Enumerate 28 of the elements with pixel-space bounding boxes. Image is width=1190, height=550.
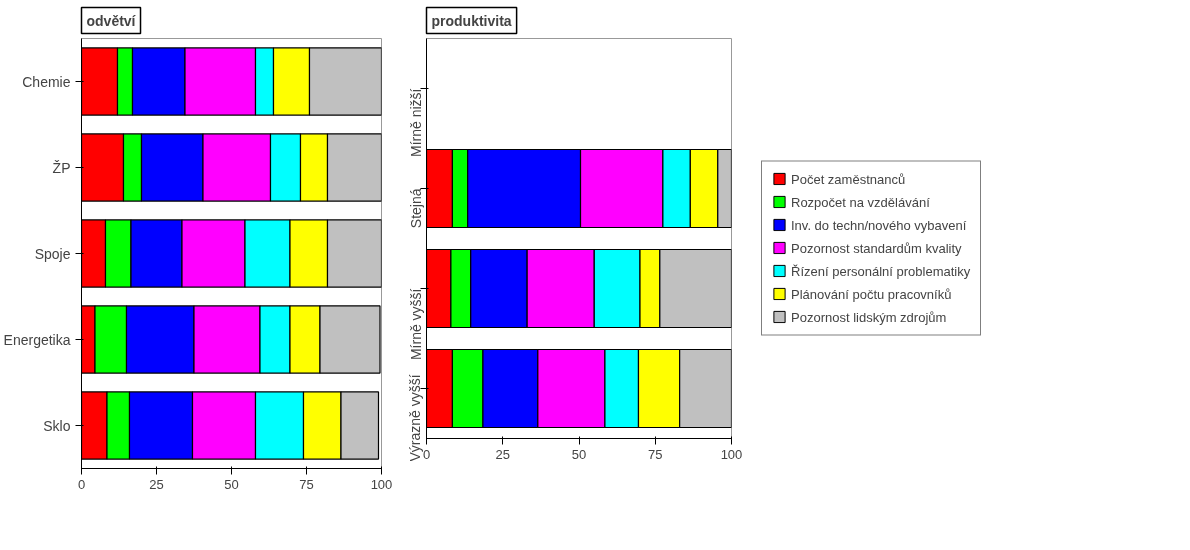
legend-label: Inv. do techn/nového vybavení — [791, 217, 967, 232]
x-tick-label: 75 — [299, 476, 314, 492]
y-tick-label: Mírně vyšší — [407, 288, 424, 361]
y-tick-label: Chemie — [22, 73, 71, 90]
legend-label: Řízení personální problematiky — [791, 263, 971, 278]
x-tick-label: 0 — [77, 476, 86, 492]
x-tick-label: 50 — [571, 446, 587, 462]
x-tick-label: 25 — [149, 476, 164, 492]
x-tick-label: 0 — [422, 446, 431, 462]
legend-label: Pozornost lidským zdrojům — [791, 309, 947, 324]
legend-label: Rozpočet na vzdělávání — [791, 194, 930, 209]
x-tick-label: 75 — [648, 446, 663, 462]
y-tick-label: ŽP — [52, 159, 71, 176]
chart-title: produktivita — [431, 12, 512, 29]
legend-label: Pozornost standardům kvality — [791, 240, 962, 255]
legend-label: Počet zaměstnanců — [791, 171, 906, 186]
x-tick-label: 50 — [224, 476, 239, 492]
y-tick-label: Energetika — [3, 331, 71, 348]
x-tick-label: 100 — [370, 476, 393, 492]
x-tick-label: 25 — [495, 446, 510, 462]
chart-title: odvětví — [86, 12, 137, 29]
y-tick-label: Výrazně vyšší — [407, 374, 424, 462]
x-tick-label: 100 — [720, 446, 743, 462]
y-tick-label: Sklo — [43, 417, 71, 434]
y-tick-label: Mírně nižší — [407, 88, 424, 157]
y-tick-label: Stejná — [407, 188, 424, 229]
y-tick-label: Spoje — [34, 245, 71, 262]
legend-label: Plánování počtu pracovníků — [791, 286, 952, 301]
